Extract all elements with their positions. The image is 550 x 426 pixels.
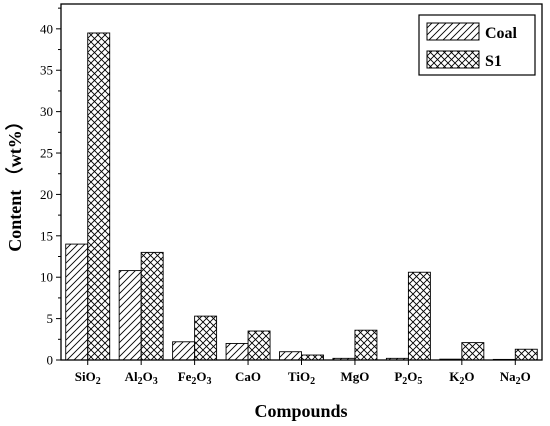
y-axis: 0 5 10 15 20 25 30 35 40 — [40, 7, 61, 368]
bar-coal-tio2 — [279, 351, 302, 361]
y-tick-label: 0 — [47, 353, 54, 368]
legend-label-coal: Coal — [485, 25, 518, 42]
x-tick-label-al2o3: Al2O3 — [125, 369, 158, 387]
bar-s1-cao — [247, 330, 271, 361]
x-tick-label-na2o: Na2O — [500, 369, 531, 387]
bar-coal-mgo — [332, 357, 356, 361]
x-tick-label-mgo: MgO — [340, 369, 369, 384]
bar-s1-tio2 — [301, 354, 324, 361]
bar-coal-k2o — [439, 358, 463, 361]
legend: Coal S1 — [418, 14, 536, 76]
bar-coal-fe2o3 — [172, 341, 196, 361]
bars-group — [65, 32, 538, 361]
y-tick-label: 15 — [40, 228, 53, 243]
y-tick-label: 20 — [40, 187, 53, 202]
y-tick-label: 30 — [40, 104, 53, 119]
y-tick-label: 40 — [40, 21, 53, 36]
bar-s1-al2o3 — [140, 251, 164, 361]
bar-s1-k2o — [461, 342, 485, 361]
y-axis-title: Content （wt%） — [5, 112, 25, 252]
bar-s1-sio2 — [87, 32, 111, 361]
bar-s1-na2o — [514, 348, 538, 361]
x-tick-label-k2o: K2O — [449, 369, 474, 387]
bar-coal-cao — [225, 342, 249, 361]
x-axis: SiO2 Al2O3 Fe2O3 CaO TiO2 MgO P2O5 K2O Na2O — [75, 360, 531, 387]
y-tick-label: 10 — [40, 270, 53, 285]
legend-label-s1: S1 — [485, 53, 502, 70]
bar-coal-na2o — [492, 358, 516, 361]
x-tick-label-tio2: TiO2 — [288, 369, 315, 387]
bar-coal-al2o3 — [118, 270, 142, 361]
legend-swatch-s1 — [426, 50, 480, 69]
bar-coal-p2o5 — [385, 357, 409, 361]
y-tick-label: 35 — [40, 63, 53, 78]
y-tick-label: 5 — [47, 311, 54, 326]
y-tick-label: 25 — [40, 146, 53, 161]
x-tick-label-fe2o3: Fe2O3 — [178, 369, 212, 387]
bar-s1-fe2o3 — [194, 315, 218, 361]
bar-s1-p2o5 — [407, 271, 431, 361]
x-tick-label-p2o5: P2O5 — [394, 369, 422, 387]
x-tick-label-sio2: SiO2 — [75, 369, 101, 387]
x-tick-label-cao: CaO — [235, 369, 261, 384]
bar-coal-sio2 — [65, 243, 89, 361]
x-axis-title: Compounds — [254, 401, 347, 421]
bar-s1-mgo — [354, 329, 378, 361]
legend-swatch-coal — [426, 22, 480, 41]
